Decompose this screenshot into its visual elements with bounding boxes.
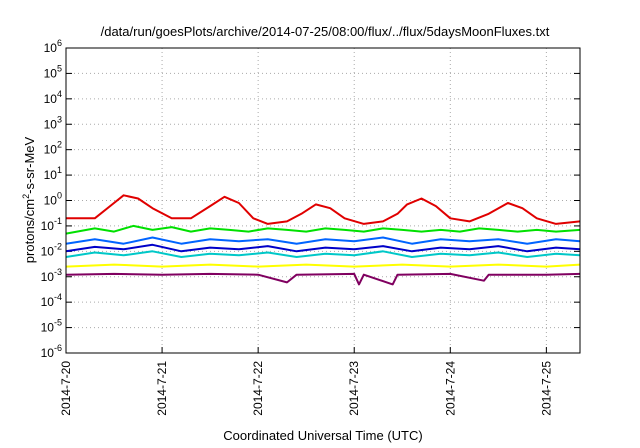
y-tick-label: 10-5: [41, 318, 62, 335]
grid: [65, 47, 580, 354]
series-line-2: [65, 224, 581, 235]
series-line-1: [66, 194, 581, 225]
x-tick-label: 2014-7-23: [347, 361, 361, 416]
y-tick-label: 106: [44, 38, 62, 55]
x-tick-label: 2014-7-24: [443, 361, 457, 416]
y-tick-label: 105: [44, 63, 62, 80]
series-line-6: [65, 263, 581, 268]
y-tick-label: 104: [44, 89, 62, 106]
chart-title: /data/run/goesPlots/archive/2014-07-25/0…: [101, 24, 550, 39]
series-line-7: [65, 272, 581, 286]
y-tick-label: 101: [44, 165, 62, 182]
x-tick-labels: 2014-7-20 2014-7-21 2014-7-22 2014-7-23 2014…: [59, 361, 553, 416]
y-tick-label: 10-2: [41, 241, 62, 258]
series-line-3: [65, 250, 581, 258]
x-tick-label: 2014-7-21: [155, 361, 169, 416]
y-tick-label: 102: [44, 140, 62, 157]
x-tick-label: 2014-7-20: [59, 361, 73, 416]
x-axis-label: Coordinated Universal Time (UTC): [223, 428, 422, 443]
series-line-5: [65, 243, 581, 253]
series-group: [65, 194, 581, 286]
x-tick-label: 2014-7-25: [539, 361, 553, 416]
x-tick-label: 2014-7-22: [251, 361, 265, 416]
series-line-4: [65, 236, 581, 245]
y-tick-labels: 10-6 10-5 10-4 10-3 10-2 10-1 100 101 102 103 104 1…: [41, 38, 62, 360]
y-axis-label: protons/cm2-s-sr-MeV: [21, 136, 37, 263]
plot-frame: [65, 47, 581, 354]
y-tick-label: 10-4: [41, 292, 62, 309]
y-tick-label: 10-1: [41, 216, 62, 233]
y-tick-label: 10-3: [41, 267, 62, 284]
y-tick-label: 103: [44, 114, 62, 131]
y-tick-label: 100: [44, 191, 62, 208]
y-tick-label: 10-6: [41, 343, 62, 360]
